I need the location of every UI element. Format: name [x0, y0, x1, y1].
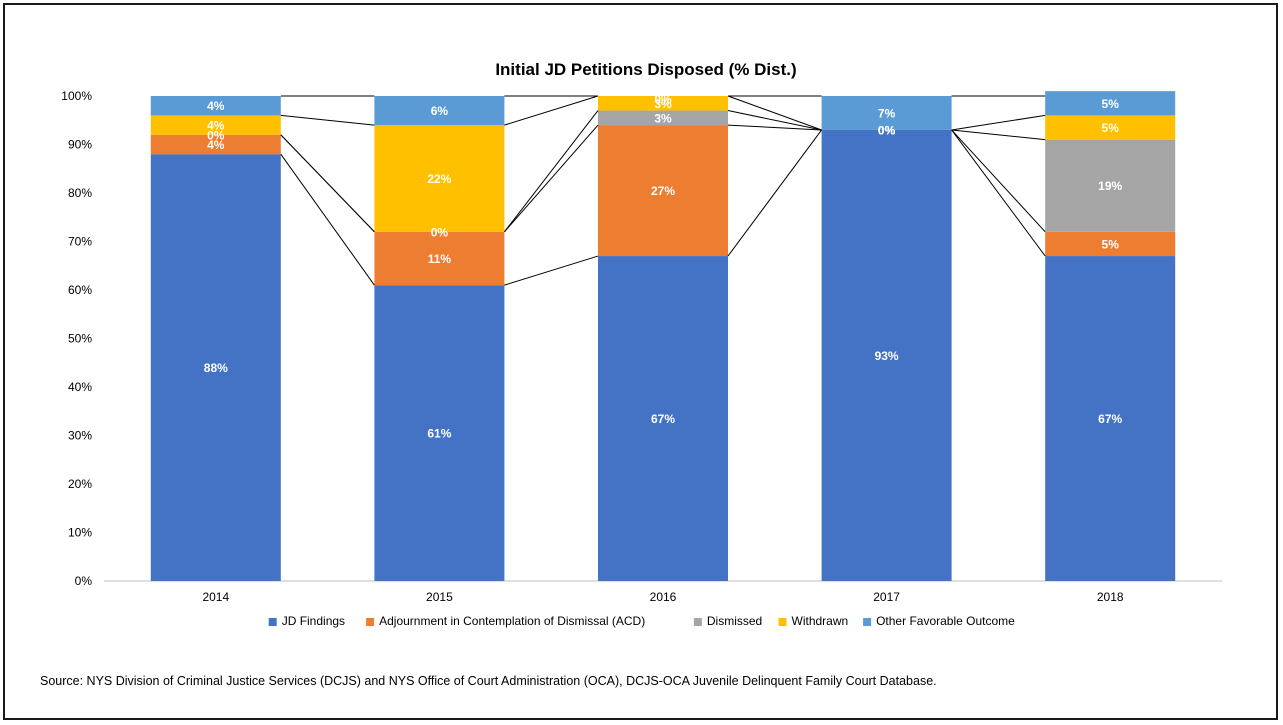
- data-label: 0%: [878, 123, 896, 137]
- data-label: 4%: [207, 138, 225, 152]
- series-line: [727, 110, 822, 131]
- series-line: [951, 129, 1046, 233]
- bar-segment: [598, 125, 728, 257]
- series-line: [504, 124, 599, 233]
- data-label: 61%: [427, 427, 451, 441]
- bar-segment: [150, 96, 281, 116]
- series-line: [280, 153, 375, 286]
- bar-segment: [150, 134, 281, 155]
- legend-swatch: [693, 618, 702, 626]
- data-label: 3%: [654, 97, 672, 111]
- bar-segment: [821, 129, 952, 581]
- data-label: 5%: [1102, 97, 1120, 111]
- legend-swatch: [863, 618, 872, 626]
- legend-swatch: [778, 618, 787, 626]
- y-tick-label: 90%: [68, 138, 92, 152]
- data-label: 11%: [428, 252, 452, 266]
- source-note: Source: NYS Division of Criminal Justice…: [40, 674, 937, 688]
- data-label: 93%: [875, 349, 899, 363]
- data-label: 0%: [878, 123, 896, 137]
- bar-segment: [374, 125, 505, 232]
- bar-segment: [150, 115, 281, 135]
- data-label: 5%: [1102, 237, 1120, 251]
- y-tick-label: 80%: [68, 186, 92, 200]
- y-tick-label: 60%: [68, 283, 92, 297]
- series-line: [504, 110, 599, 233]
- x-tick-label: 2017: [873, 590, 900, 604]
- legend-label: Dismissed: [707, 614, 762, 628]
- legend-label: Other Favorable Outcome: [876, 614, 1015, 628]
- legend-label: JD Findings: [282, 614, 345, 628]
- series-line: [951, 114, 1046, 131]
- series-line: [727, 124, 822, 131]
- series-line: [504, 255, 599, 286]
- data-label: 7%: [878, 106, 896, 120]
- legend-swatch: [268, 618, 277, 626]
- data-label: 0%: [878, 123, 896, 137]
- bar-segment: [598, 96, 728, 111]
- x-tick-label: 2015: [426, 590, 453, 604]
- data-label: 0%: [431, 225, 449, 239]
- series-line: [504, 95, 599, 126]
- y-tick-label: 50%: [68, 332, 92, 346]
- data-label: 0%: [654, 92, 672, 106]
- data-label: 6%: [431, 104, 449, 118]
- y-tick-label: 10%: [68, 526, 92, 540]
- bar-segment: [598, 110, 728, 126]
- data-label: 3%: [654, 111, 672, 125]
- data-label: 4%: [207, 99, 225, 113]
- series-line: [951, 129, 1046, 257]
- chart-title: Initial JD Petitions Disposed (% Dist.): [495, 60, 796, 79]
- bar-segment: [374, 96, 505, 126]
- bar-segment: [150, 154, 281, 581]
- data-label: 88%: [204, 361, 228, 375]
- x-tick-label: 2018: [1097, 590, 1124, 604]
- series-line: [280, 114, 375, 126]
- data-label: 67%: [1098, 412, 1122, 426]
- bar-segment: [1045, 256, 1176, 581]
- data-label: 22%: [427, 172, 451, 186]
- series-line: [951, 129, 1046, 141]
- data-label: 0%: [207, 128, 225, 142]
- bar-segment: [1045, 139, 1176, 232]
- series-line: [727, 95, 822, 131]
- legend-label: Adjournment in Contemplation of Dismissa…: [379, 614, 645, 628]
- series-line: [280, 134, 375, 233]
- legend-label: Withdrawn: [792, 614, 849, 628]
- bar-segment: [598, 256, 728, 581]
- data-label: 67%: [651, 412, 675, 426]
- data-label: 5%: [1102, 121, 1120, 135]
- data-label: 19%: [1098, 179, 1122, 193]
- y-tick-label: 70%: [68, 235, 92, 249]
- bar-segment: [1045, 231, 1176, 257]
- series-line: [727, 129, 823, 257]
- bar-segment: [1045, 115, 1176, 140]
- x-tick-label: 2016: [650, 590, 677, 604]
- bar-segment: [374, 231, 505, 286]
- y-tick-label: 40%: [68, 380, 92, 394]
- legend-swatch: [366, 618, 375, 626]
- data-label: 4%: [207, 119, 225, 133]
- y-tick-label: 0%: [75, 574, 93, 588]
- bar-segment: [821, 96, 952, 130]
- bar-segment: [374, 285, 505, 581]
- y-tick-label: 20%: [68, 477, 92, 491]
- bar-segment: [1045, 91, 1176, 116]
- x-tick-label: 2014: [202, 590, 229, 604]
- y-tick-label: 100%: [61, 89, 92, 103]
- y-tick-label: 30%: [68, 429, 92, 443]
- data-label: 27%: [651, 184, 675, 198]
